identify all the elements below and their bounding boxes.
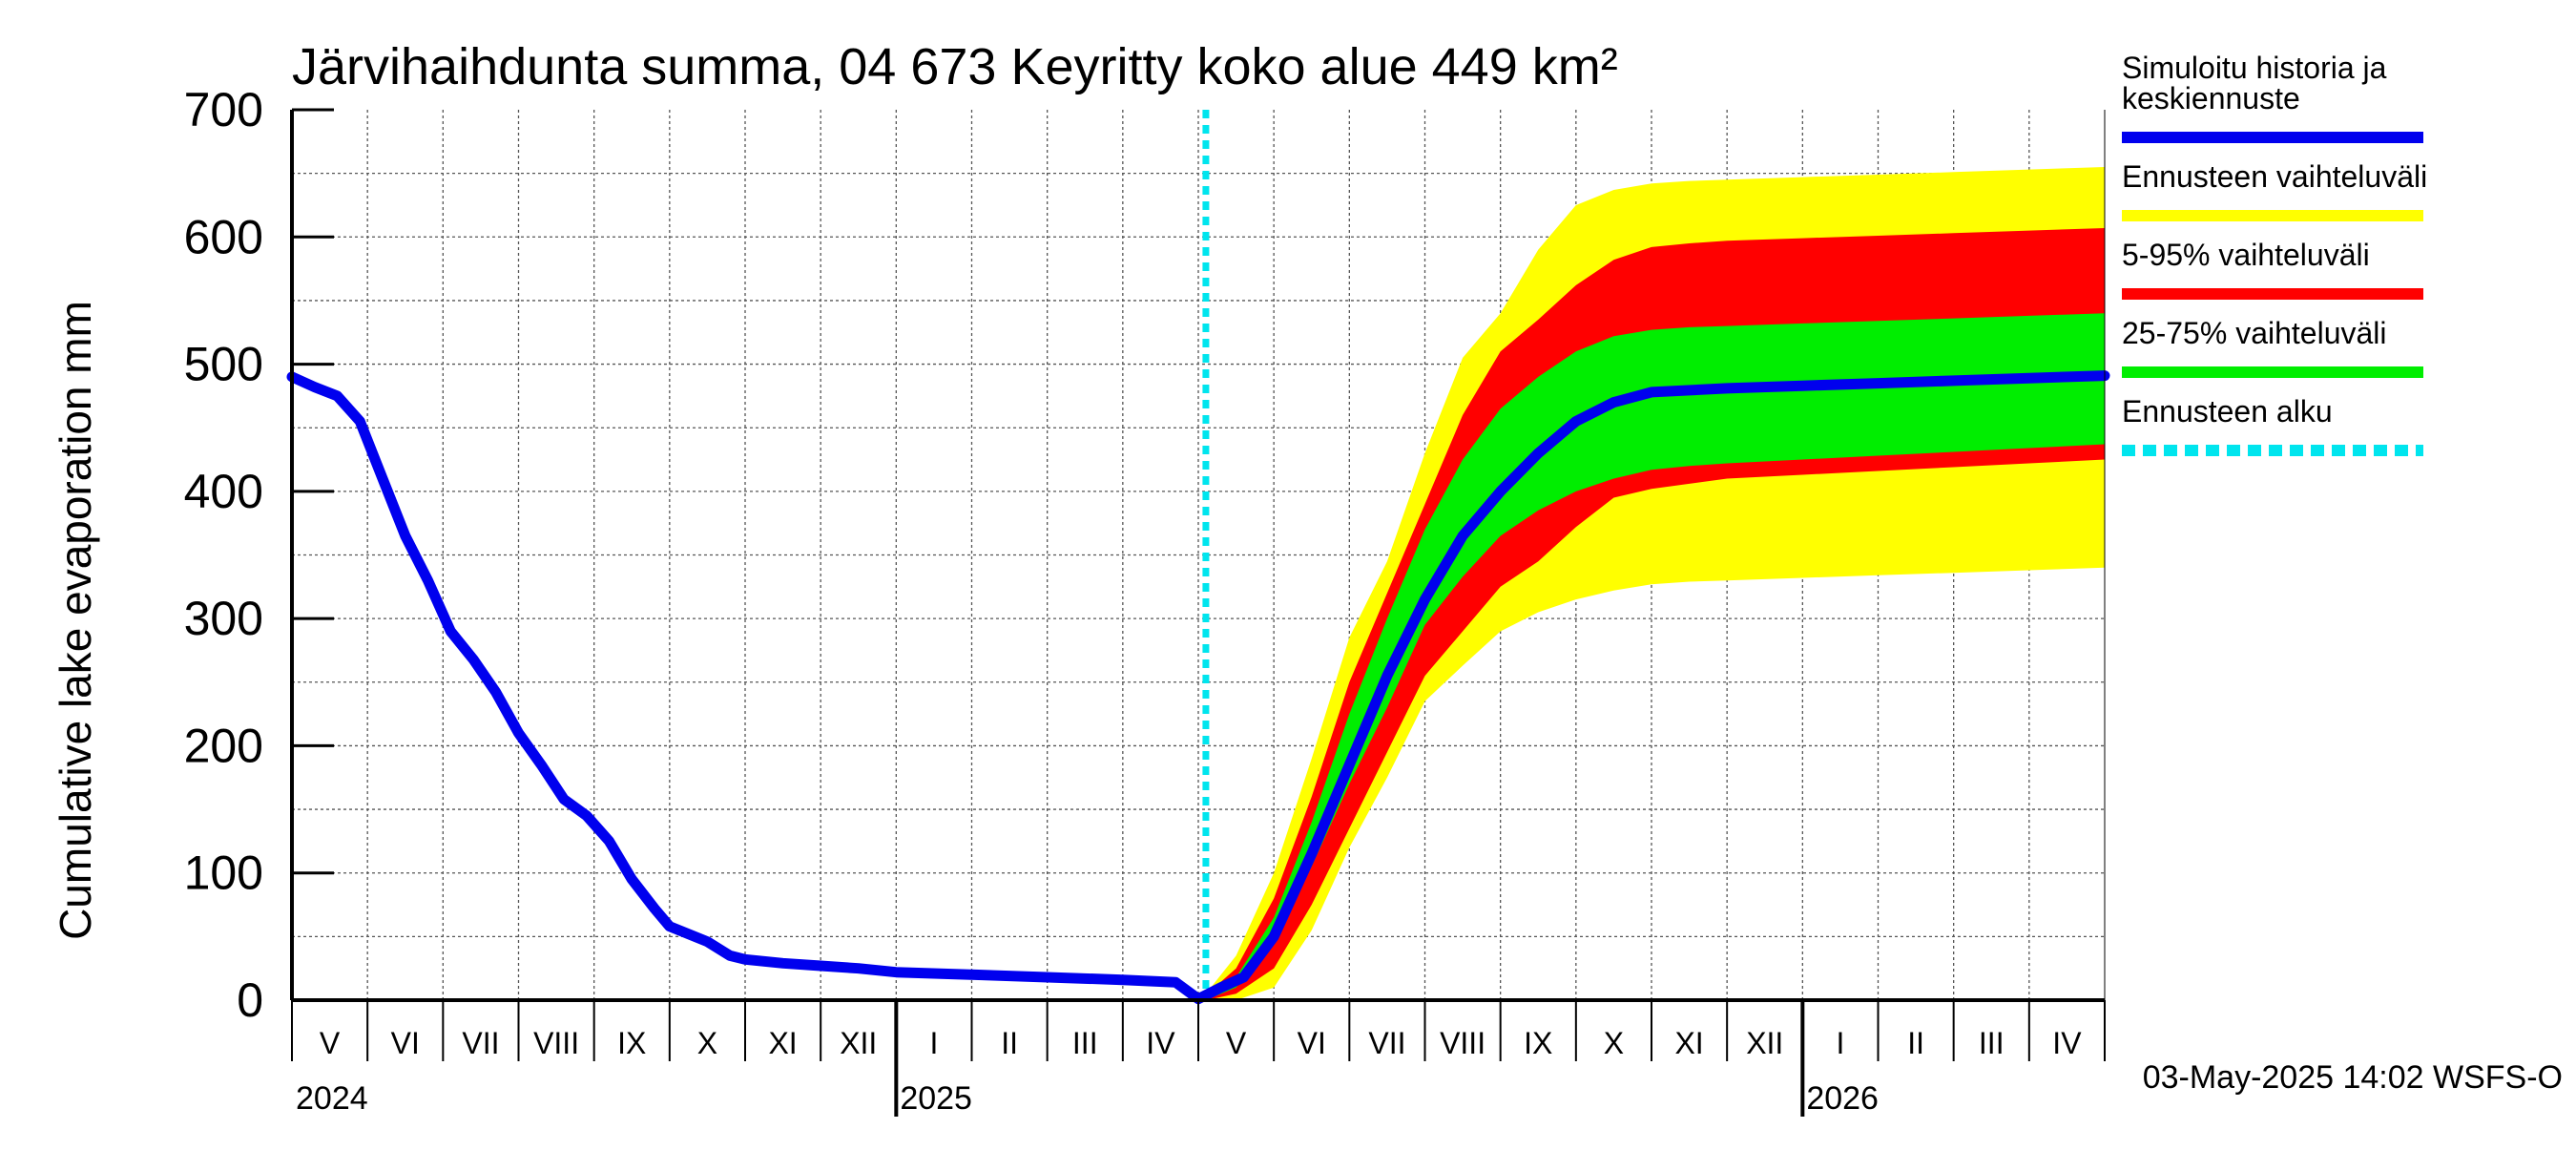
series-line-simulated-history bbox=[286, 370, 2110, 1005]
x-tick-label: VII bbox=[1368, 1026, 1405, 1060]
x-tick-label: X bbox=[697, 1026, 717, 1060]
y-tick-label: 500 bbox=[184, 338, 263, 391]
legend-label: Ennusteen vaihteluväli bbox=[2122, 159, 2427, 194]
y-axis-label: Cumulative lake evaporation mm bbox=[51, 301, 100, 940]
x-tick-label: XII bbox=[1746, 1026, 1783, 1060]
x-tick-label: VIII bbox=[1440, 1026, 1485, 1060]
timestamp-footer: 03-May-2025 14:02 WSFS-O bbox=[2143, 1059, 2563, 1096]
legend-label: 25-75% vaihteluväli bbox=[2122, 316, 2387, 350]
y-tick-label: 100 bbox=[184, 847, 263, 900]
y-tick-label: 200 bbox=[184, 719, 263, 772]
y-tick-label: 600 bbox=[184, 210, 263, 263]
x-tick-label: IV bbox=[1146, 1026, 1175, 1060]
x-tick-label: XI bbox=[768, 1026, 797, 1060]
x-tick-label: I bbox=[929, 1026, 938, 1060]
x-tick-label: XI bbox=[1674, 1026, 1703, 1060]
x-tick-label: VI bbox=[391, 1026, 420, 1060]
y-tick-label: 300 bbox=[184, 592, 263, 645]
x-tick-label: II bbox=[1001, 1026, 1018, 1060]
x-tick-label: IV bbox=[2052, 1026, 2082, 1060]
y-tick-label: 0 bbox=[237, 973, 263, 1027]
y-tick-label: 700 bbox=[184, 83, 263, 136]
legend-label: 5-95% vaihteluväli bbox=[2122, 238, 2370, 272]
x-tick-label: II bbox=[1907, 1026, 1924, 1060]
x-tick-label: IX bbox=[1524, 1026, 1552, 1060]
x-tick-label: VII bbox=[462, 1026, 499, 1060]
x-tick-label: V bbox=[1226, 1026, 1247, 1060]
legend-label: Simuloitu historia ja bbox=[2122, 51, 2387, 85]
chart-title: Järvihaihdunta summa, 04 673 Keyritty ko… bbox=[292, 38, 1618, 95]
legend-label: Ennusteen alku bbox=[2122, 394, 2333, 429]
year-label: 2026 bbox=[1806, 1080, 1879, 1117]
x-tick-label: VIII bbox=[533, 1026, 579, 1060]
x-tick-label: X bbox=[1604, 1026, 1624, 1060]
x-tick-label: III bbox=[1072, 1026, 1098, 1060]
legend-label: keskiennuste bbox=[2122, 81, 2300, 115]
x-tick-label: VI bbox=[1298, 1026, 1326, 1060]
x-tick-label: III bbox=[1979, 1026, 2005, 1060]
year-label: 2024 bbox=[296, 1080, 368, 1117]
year-label: 2025 bbox=[900, 1080, 972, 1117]
x-tick-label: V bbox=[320, 1026, 341, 1060]
y-tick-label: 400 bbox=[184, 465, 263, 518]
x-tick-label: IX bbox=[617, 1026, 646, 1060]
x-tick-label: XII bbox=[840, 1026, 877, 1060]
x-tick-label: I bbox=[1836, 1026, 1844, 1060]
